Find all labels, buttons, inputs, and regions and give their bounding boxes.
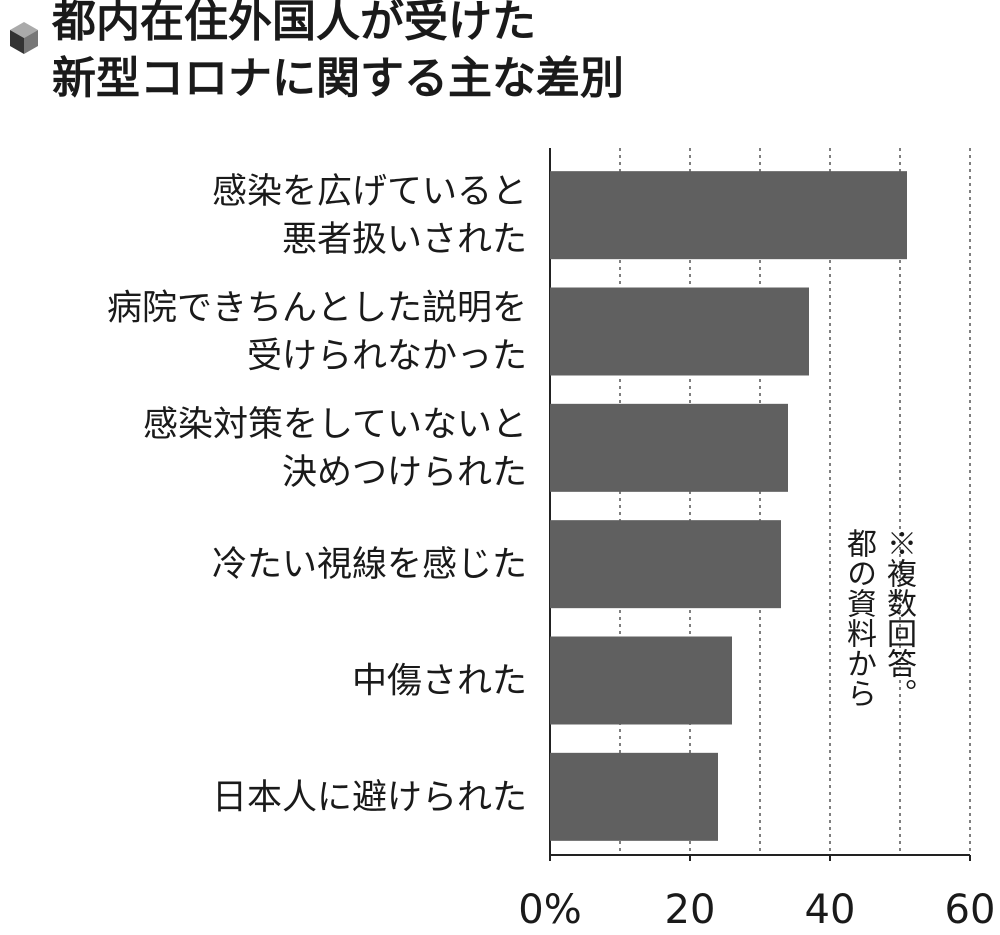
bar [550,287,809,376]
y-tick-label: 病院できちんとした説明を受けられなかった [107,289,527,377]
bar [550,520,781,609]
y-tick-label: 中傷された [352,662,527,702]
chart-title: 都内在住外国人が受けた新型コロナに関する主な差別 [51,0,624,104]
y-tick-label: 冷たい視線を感じた [212,545,527,585]
x-tick-label: 0% [518,887,581,933]
bar [550,403,788,492]
note: ※複数回答。 都の資料から [841,528,916,708]
x-tick-label: 40 [805,887,856,933]
y-tick-label: 感染対策をしていないと決めつけられた [143,405,527,493]
y-tick-label: 日本人に避けられた [212,778,527,818]
x-tick-label: 60 [945,887,996,933]
x-tick-label: 20 [665,887,716,933]
y-tick-label: 感染を広げていると悪者扱いされた [212,172,527,260]
bar [550,636,732,725]
title-icon [10,22,38,54]
bar [550,171,907,260]
bar [550,752,718,841]
